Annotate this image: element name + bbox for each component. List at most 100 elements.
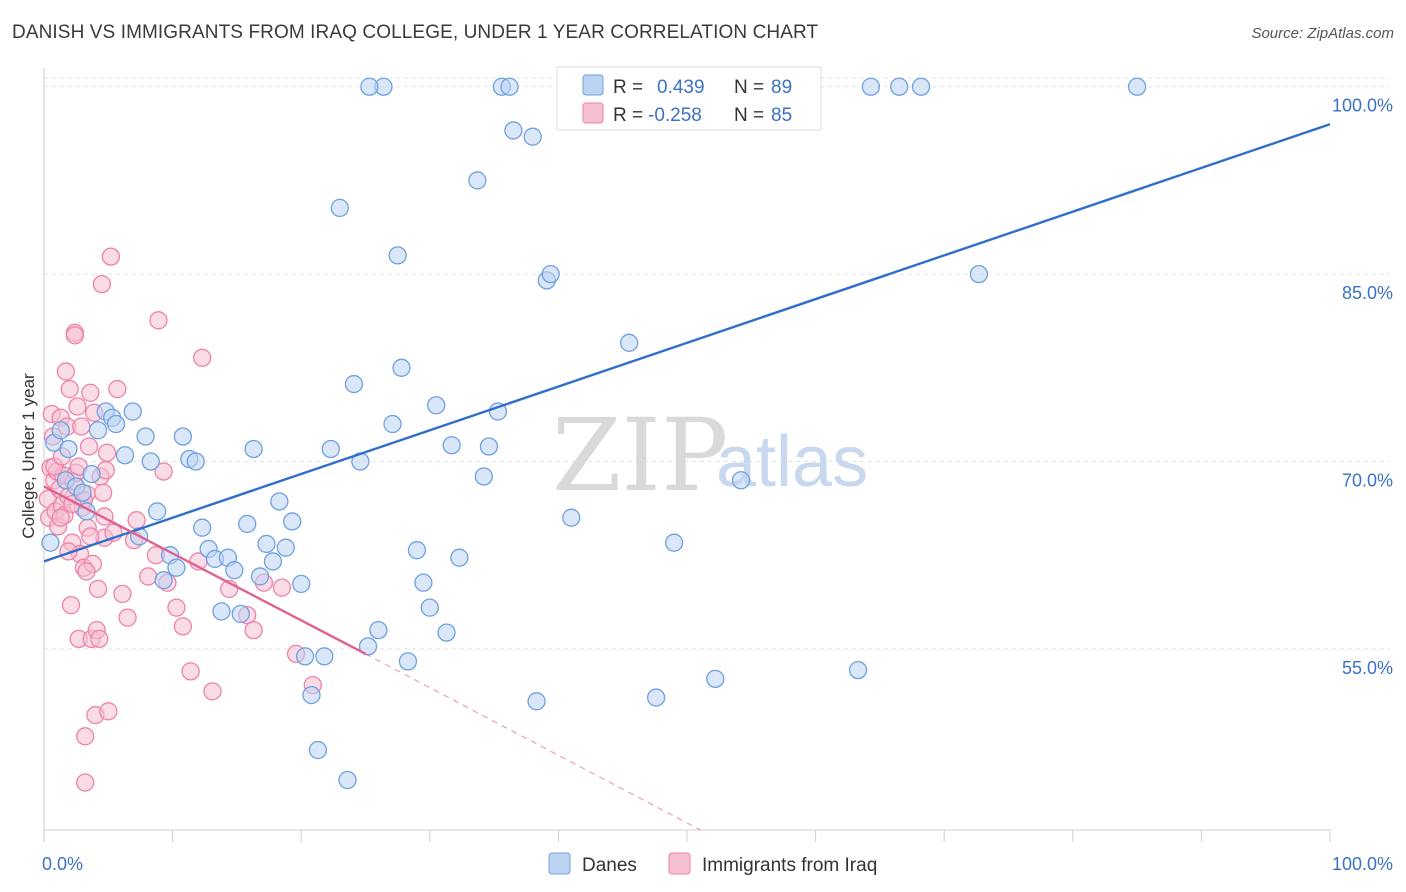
y-tick-label: 55.0% [1342,658,1393,678]
danes-point [344,374,364,394]
danes-point [474,467,493,486]
danes-point [51,421,70,440]
danes-point [295,647,315,666]
danes-point [244,439,263,459]
bottom-legend-swatch-danes [548,852,571,875]
danes-point [562,508,581,527]
y-tick-label: 85.0% [1342,283,1393,303]
iraq-point [77,562,96,581]
iraq-point [193,348,212,367]
iraq-point [127,511,146,530]
iraq-point [272,578,292,597]
danes-point [330,198,349,218]
danes-point [706,669,725,688]
danes-point [73,483,92,502]
legend-n-value-iraq: 85 [771,105,792,126]
danes-point [59,439,78,459]
legend-n-label-iraq: N = [734,105,764,126]
iraq-point [88,579,108,599]
x-tick-label: 0.0% [42,854,83,874]
danes-point [392,358,411,377]
danes-point [193,518,212,537]
iraq-point [118,608,137,627]
danes-point [407,541,427,560]
legend-n-label-danes: N = [734,77,764,98]
danes-point [115,446,135,465]
legend-n-value-danes: 89 [771,77,792,98]
iraq-point [68,397,87,416]
bottom-legend-label-danes: Danes [582,855,637,876]
danes-point [167,558,186,577]
legend-box: R = 0.439 N = 89 R = -0.258 N = 85 [556,66,822,131]
watermark-atlas: atlas [716,422,868,502]
danes-point [123,402,142,421]
iraq-point [203,682,222,701]
danes-point [383,414,402,434]
iraq-trend-line [43,485,367,655]
danes-point [890,77,909,96]
y-tick-label: 70.0% [1342,470,1393,490]
iraq-point [95,507,114,526]
danes-point [225,561,244,580]
danes-point [82,464,101,484]
y-axis-label: College, Under 1 year [19,373,38,539]
watermark: ZIP atlas [552,397,868,514]
iraq-point [97,443,117,462]
iraq-point [76,773,95,792]
danes-point [437,623,456,642]
iraq-point [81,527,100,546]
y-tick-label: 100.0% [1332,96,1393,116]
iraq-point [139,567,158,586]
danes-point [360,77,379,96]
danes-point [321,439,340,459]
iraq-point [244,620,263,640]
danes-point [106,414,126,434]
danes-point [388,246,407,265]
iraq-point [72,417,91,436]
danes-point [292,574,311,594]
iraq-point [108,379,127,399]
danes-point [276,538,295,557]
danes-point [263,552,283,571]
danes-point [88,421,108,440]
danes-point [1127,77,1147,96]
danes-point [398,652,418,671]
chart-title: DANISH VS IMMIGRANTS FROM IRAQ COLLEGE, … [12,22,819,43]
danes-point [250,567,270,586]
danes-point [308,740,328,760]
iraq-point [76,727,95,746]
tick-labels: 55.0% 70.0% 85.0% 100.0% 0.0% 100.0% [42,96,1393,874]
danes-point [270,492,289,511]
danes-point [231,604,250,624]
danes-point [186,452,205,471]
iraq-point [173,617,193,636]
danes-point [369,620,388,640]
danes-point [136,427,155,446]
danes-point [148,502,167,521]
legend-r-value-danes: 0.439 [657,77,705,98]
legend-r-label-danes: R = [613,77,643,98]
danes-point [861,77,881,96]
bottom-legend: Danes Immigrants from Iraq [548,852,877,876]
iraq-points [38,247,322,792]
danes-point [420,598,439,617]
danes-point [238,514,257,534]
iraq-point [61,595,81,615]
grid-lines [44,77,1390,650]
danes-point [848,660,868,680]
iraq-point [94,483,113,502]
danes-point [479,437,499,456]
legend-swatch-danes [582,74,604,96]
danes-trend-line [43,123,1331,563]
trend-lines [43,123,1331,831]
danes-point [442,436,461,455]
danes-point [414,573,433,592]
iraq-point [56,362,76,381]
danes-point [283,512,302,531]
danes-point [315,647,334,666]
iraq-point [167,598,186,617]
danes-point [173,427,193,446]
source-label: Source: ZipAtlas.com [1251,25,1394,42]
bottom-legend-label-iraq: Immigrants from Iraq [702,855,877,876]
